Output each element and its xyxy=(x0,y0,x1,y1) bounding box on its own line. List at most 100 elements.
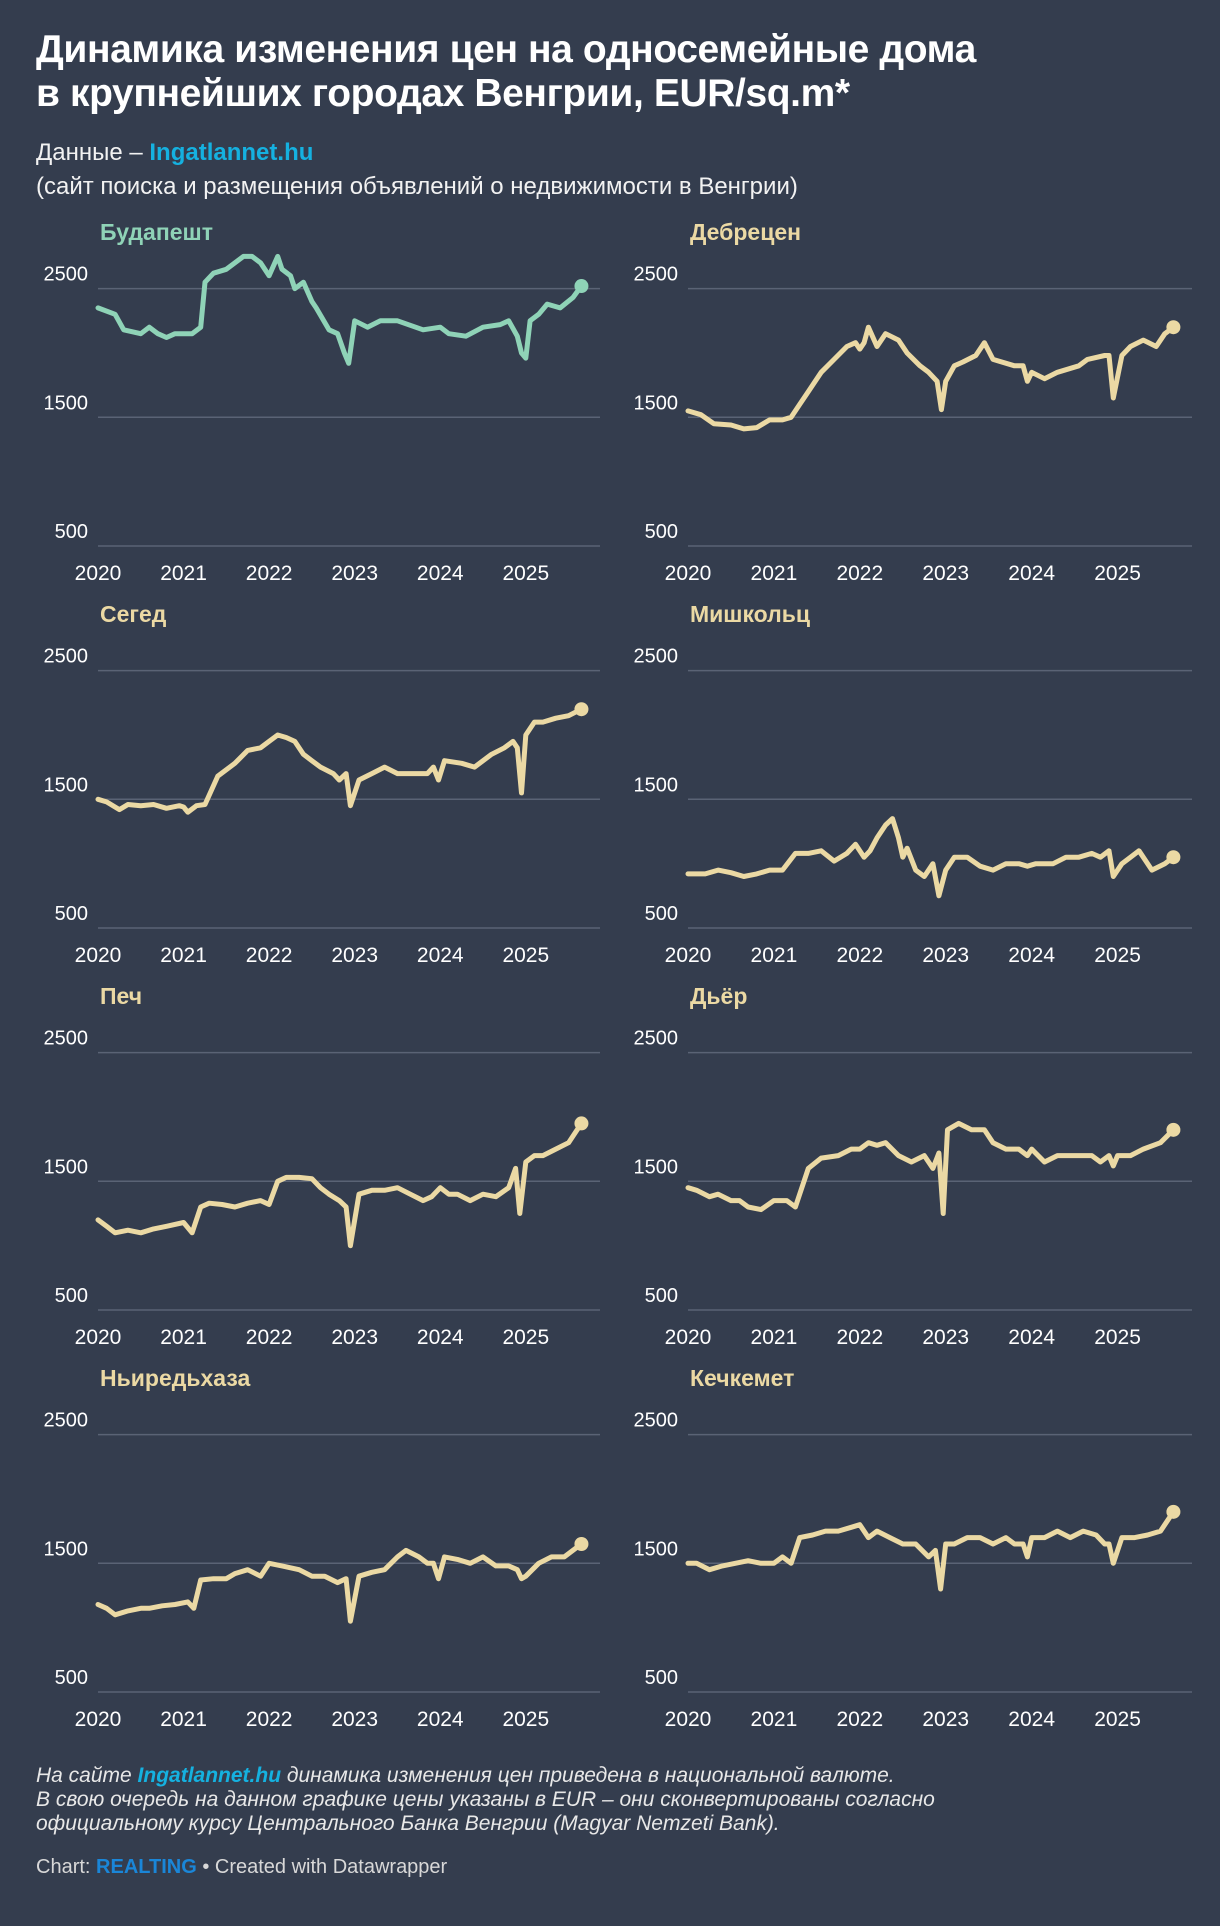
x-tick-label: 2023 xyxy=(331,1326,378,1349)
x-tick-label: 2020 xyxy=(75,1326,122,1349)
last-point-marker xyxy=(574,1116,589,1131)
y-tick-label: 1500 xyxy=(634,1538,679,1560)
x-tick-label: 2022 xyxy=(246,1326,293,1349)
y-tick-label: 500 xyxy=(55,1285,88,1307)
x-tick-label: 2024 xyxy=(1008,562,1055,585)
x-tick-label: 2021 xyxy=(160,562,207,585)
x-tick-label: 2021 xyxy=(751,944,798,967)
x-tick-label: 2020 xyxy=(665,1326,712,1349)
y-tick-label: 500 xyxy=(645,1285,678,1307)
x-tick-label: 2020 xyxy=(75,1708,122,1731)
x-tick-label: 2021 xyxy=(751,1326,798,1349)
credit-suffix: • Created with Datawrapper xyxy=(196,1856,448,1878)
series-line xyxy=(95,706,584,815)
y-tick-label: 500 xyxy=(645,521,678,543)
chart-title: Мишкольц xyxy=(690,601,810,627)
x-tick-label: 2023 xyxy=(331,944,378,967)
y-tick-label: 2500 xyxy=(634,1410,679,1432)
x-tick-label: 2025 xyxy=(1094,944,1141,967)
chart-title: Будапешт xyxy=(100,219,213,245)
x-tick-label: 2021 xyxy=(160,944,207,967)
x-tick-label: 2022 xyxy=(836,1326,883,1349)
y-tick-label: 1500 xyxy=(634,774,679,796)
chart-title: Дьёр xyxy=(690,983,747,1009)
y-tick-label: 500 xyxy=(55,1667,88,1689)
chart-title: Дебрецен xyxy=(690,219,801,245)
series-line xyxy=(685,324,1176,432)
last-point-marker xyxy=(1166,1122,1181,1137)
x-tick-label: 2021 xyxy=(751,562,798,585)
series-line xyxy=(95,253,584,366)
x-tick-label: 2022 xyxy=(246,562,293,585)
last-point-marker xyxy=(574,1537,589,1551)
x-tick-label: 2025 xyxy=(502,562,549,585)
footnote-line-3: официальному курсу Центрального Банка Ве… xyxy=(36,1812,780,1835)
source-link[interactable]: Ingatlannet.hu xyxy=(149,139,314,166)
x-tick-label: 2023 xyxy=(922,944,969,967)
y-tick-label: 1500 xyxy=(634,392,679,414)
chart-credit: Chart: REALTING • Created with Datawrapp… xyxy=(36,1856,447,1879)
series-line xyxy=(95,1541,584,1624)
y-tick-label: 1500 xyxy=(44,392,89,414)
credit-prefix: Chart: xyxy=(36,1856,97,1878)
footnote-line-2: В свою очередь на данном графике цены ук… xyxy=(36,1788,935,1811)
x-tick-label: 2022 xyxy=(836,944,883,967)
x-tick-label: 2024 xyxy=(417,1326,464,1349)
x-tick-label: 2020 xyxy=(665,562,712,585)
x-tick-label: 2021 xyxy=(751,1708,798,1731)
x-tick-label: 2022 xyxy=(246,1708,293,1731)
x-tick-label: 2022 xyxy=(246,944,293,967)
y-tick-label: 2500 xyxy=(44,1410,89,1432)
y-tick-label: 2500 xyxy=(44,264,89,286)
x-tick-label: 2025 xyxy=(1094,1708,1141,1731)
y-tick-label: 1500 xyxy=(44,1156,89,1178)
footnote-link[interactable]: Ingatlannet.hu xyxy=(137,1764,282,1787)
chart-panel: Печ 500 1500 2500 2020 2021 2022 2023 2024 2025 xyxy=(44,983,600,1349)
source-line: Данные – Ingatlannet.hu xyxy=(36,137,313,169)
x-tick-label: 2024 xyxy=(1008,1708,1055,1731)
x-tick-label: 2022 xyxy=(836,1708,883,1731)
y-tick-label: 500 xyxy=(645,903,678,925)
y-tick-label: 2500 xyxy=(44,1028,89,1050)
y-tick-label: 500 xyxy=(645,1667,678,1689)
footnote-line-1: На сайте Ingatlannet.hu динамика изменен… xyxy=(36,1764,1186,1788)
series-line xyxy=(685,816,1176,899)
title-line-1: Динамика изменения цен на односемейные д… xyxy=(36,28,976,71)
source-description: (сайт поиска и размещения объявлений о н… xyxy=(36,173,798,200)
y-tick-label: 1500 xyxy=(44,1538,89,1560)
chart-panel: Сегед 500 1500 2500 2020 2021 2022 2023 2024 2025 xyxy=(44,601,600,967)
brand-link[interactable]: REALTING xyxy=(96,1856,197,1878)
x-tick-label: 2024 xyxy=(417,562,464,585)
y-tick-label: 500 xyxy=(55,903,88,925)
y-tick-label: 1500 xyxy=(44,774,89,796)
footnote-suffix: динамика изменения цен приведена в нацио… xyxy=(281,1764,895,1787)
x-tick-label: 2021 xyxy=(160,1708,207,1731)
x-tick-label: 2023 xyxy=(331,562,378,585)
y-tick-label: 2500 xyxy=(634,264,679,286)
x-tick-label: 2023 xyxy=(922,1708,969,1731)
x-tick-label: 2024 xyxy=(417,1708,464,1731)
y-tick-label: 2500 xyxy=(634,646,679,668)
y-tick-label: 500 xyxy=(55,521,88,543)
footnote-prefix: На сайте xyxy=(36,1764,138,1787)
chart-panel: Ньиредьхаза 500 1500 2500 2020 2021 2022 2023 20… xyxy=(44,1365,600,1731)
x-tick-label: 2025 xyxy=(1094,562,1141,585)
x-tick-label: 2025 xyxy=(502,1326,549,1349)
title-line-2: в крупнейших городах Венгрии, EUR/sq.m* xyxy=(36,72,850,115)
x-tick-label: 2025 xyxy=(502,1708,549,1731)
x-tick-label: 2022 xyxy=(836,562,883,585)
last-point-marker xyxy=(1166,1504,1181,1519)
chart-title: Кечкемет xyxy=(690,1365,794,1391)
last-point-marker xyxy=(574,702,589,717)
page-title: Динамика изменения цен на односемейные д… xyxy=(36,28,1186,116)
x-tick-label: 2020 xyxy=(665,944,712,967)
x-tick-label: 2025 xyxy=(1094,1326,1141,1349)
chart-title: Печ xyxy=(100,983,142,1009)
source-prefix: Данные – xyxy=(36,139,150,166)
series-line xyxy=(95,1120,584,1249)
y-tick-label: 1500 xyxy=(634,1156,679,1178)
x-tick-label: 2023 xyxy=(922,1326,969,1349)
x-tick-label: 2020 xyxy=(665,1708,712,1731)
y-tick-label: 2500 xyxy=(634,1028,679,1050)
x-tick-label: 2024 xyxy=(1008,944,1055,967)
